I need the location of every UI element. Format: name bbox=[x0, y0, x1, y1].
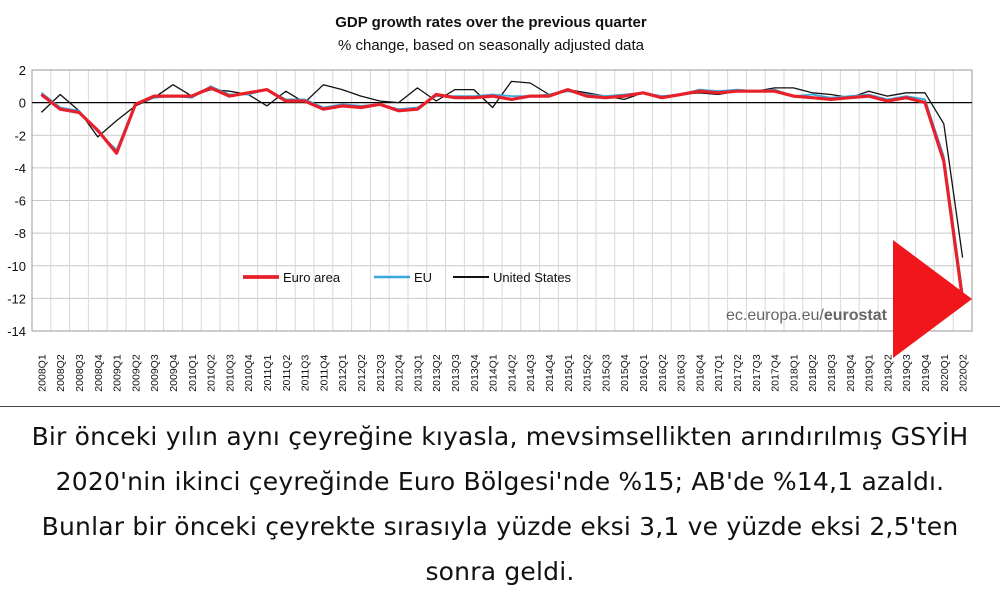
x-tick-label: 2015Q2 bbox=[582, 354, 594, 392]
legend-label: United States bbox=[493, 270, 572, 285]
x-tick-label: 2012Q2 bbox=[356, 354, 368, 392]
x-tick-label: 2011Q2 bbox=[281, 355, 293, 392]
x-tick-label: 2014Q2 bbox=[506, 354, 518, 392]
x-tick-label: 2018Q2 bbox=[807, 354, 819, 392]
x-tick-label: 2018Q4 bbox=[845, 354, 857, 392]
x-tick-label: 2017Q2 bbox=[732, 354, 744, 392]
x-tick-label: 2008Q1 bbox=[36, 354, 48, 392]
y-tick-label: -2 bbox=[14, 128, 26, 143]
x-tick-label: 2008Q2 bbox=[55, 354, 67, 392]
y-tick-label: -6 bbox=[14, 194, 26, 209]
chart-subtitle: % change, based on seasonally adjusted d… bbox=[338, 37, 645, 54]
x-tick-label: 2010Q1 bbox=[187, 354, 199, 392]
x-tick-label: 2011Q1 bbox=[262, 355, 274, 392]
x-tick-label: 2019Q4 bbox=[920, 354, 932, 392]
chart-title: GDP growth rates over the previous quart… bbox=[335, 14, 647, 31]
y-tick-label: -14 bbox=[7, 324, 26, 339]
x-tick-label: 2020Q2 bbox=[958, 354, 970, 392]
y-tick-label: 0 bbox=[19, 96, 26, 111]
y-tick-label: -4 bbox=[14, 161, 26, 176]
y-tick-label: 2 bbox=[19, 63, 26, 78]
x-tick-label: 2013Q3 bbox=[450, 354, 462, 392]
x-tick-label: 2015Q3 bbox=[600, 354, 612, 392]
x-tick-label: 2013Q1 bbox=[412, 354, 424, 392]
x-tick-label: 2011Q4 bbox=[318, 355, 330, 392]
chart-svg: GDP growth rates over the previous quart… bbox=[7, 14, 973, 392]
x-tick-label: 2019Q1 bbox=[864, 354, 876, 392]
x-tick-label: 2017Q1 bbox=[713, 354, 725, 392]
red-arrow-annotation bbox=[893, 240, 972, 358]
x-tick-label: 2015Q4 bbox=[619, 354, 631, 392]
x-tick-label: 2020Q1 bbox=[939, 354, 951, 392]
source-watermark: ec.europa.eu/eurostat bbox=[726, 307, 888, 324]
x-tick-label: 2008Q4 bbox=[93, 354, 105, 392]
x-tick-label: 2017Q4 bbox=[770, 354, 782, 392]
x-tick-label: 2018Q3 bbox=[826, 354, 838, 392]
x-tick-label: 2018Q1 bbox=[788, 354, 800, 392]
y-tick-label: -10 bbox=[7, 259, 26, 274]
x-tick-label: 2016Q3 bbox=[676, 354, 688, 392]
x-tick-label: 2017Q3 bbox=[751, 354, 763, 392]
x-tick-label: 2010Q4 bbox=[243, 354, 255, 392]
x-tick-label: 2013Q2 bbox=[431, 354, 443, 392]
plot-border bbox=[31, 69, 973, 332]
x-tick-label: 2014Q3 bbox=[525, 354, 537, 392]
caption-text: Bir önceki yılın aynı çeyreğine kıyasla,… bbox=[31, 422, 969, 586]
gdp-chart: GDP growth rates over the previous quart… bbox=[7, 14, 973, 392]
x-tick-label: 2015Q1 bbox=[563, 354, 575, 392]
x-tick-label: 2009Q3 bbox=[149, 354, 161, 392]
x-tick-label: 2016Q4 bbox=[694, 354, 706, 392]
caption-divider bbox=[0, 406, 1000, 407]
series-line-euro-area bbox=[40, 86, 965, 301]
x-tick-label: 2019Q3 bbox=[901, 354, 913, 392]
y-tick-label: -8 bbox=[14, 226, 26, 241]
legend-label: EU bbox=[414, 270, 432, 285]
x-tick-label: 2009Q1 bbox=[112, 354, 124, 392]
y-tick-label: -12 bbox=[7, 291, 26, 306]
x-tick-label: 2013Q4 bbox=[469, 354, 481, 392]
x-tick-label: 2016Q1 bbox=[638, 354, 650, 392]
x-tick-label: 2008Q3 bbox=[74, 354, 86, 392]
x-tick-label: 2016Q2 bbox=[657, 354, 669, 392]
x-tick-label: 2014Q1 bbox=[488, 354, 500, 392]
x-tick-label: 2014Q4 bbox=[544, 354, 556, 392]
x-tick-label: 2010Q3 bbox=[224, 354, 236, 392]
x-tick-label: 2012Q4 bbox=[394, 354, 406, 392]
x-tick-label: 2011Q3 bbox=[300, 355, 312, 392]
x-tick-label: 2009Q4 bbox=[168, 354, 180, 392]
legend-label: Euro area bbox=[283, 270, 341, 285]
x-tick-label: 2012Q3 bbox=[375, 354, 387, 392]
x-tick-label: 2009Q2 bbox=[130, 354, 142, 392]
x-tick-label: 2019Q2 bbox=[882, 354, 894, 392]
x-tick-label: 2012Q1 bbox=[337, 354, 349, 392]
x-tick-label: 2010Q2 bbox=[206, 354, 218, 392]
